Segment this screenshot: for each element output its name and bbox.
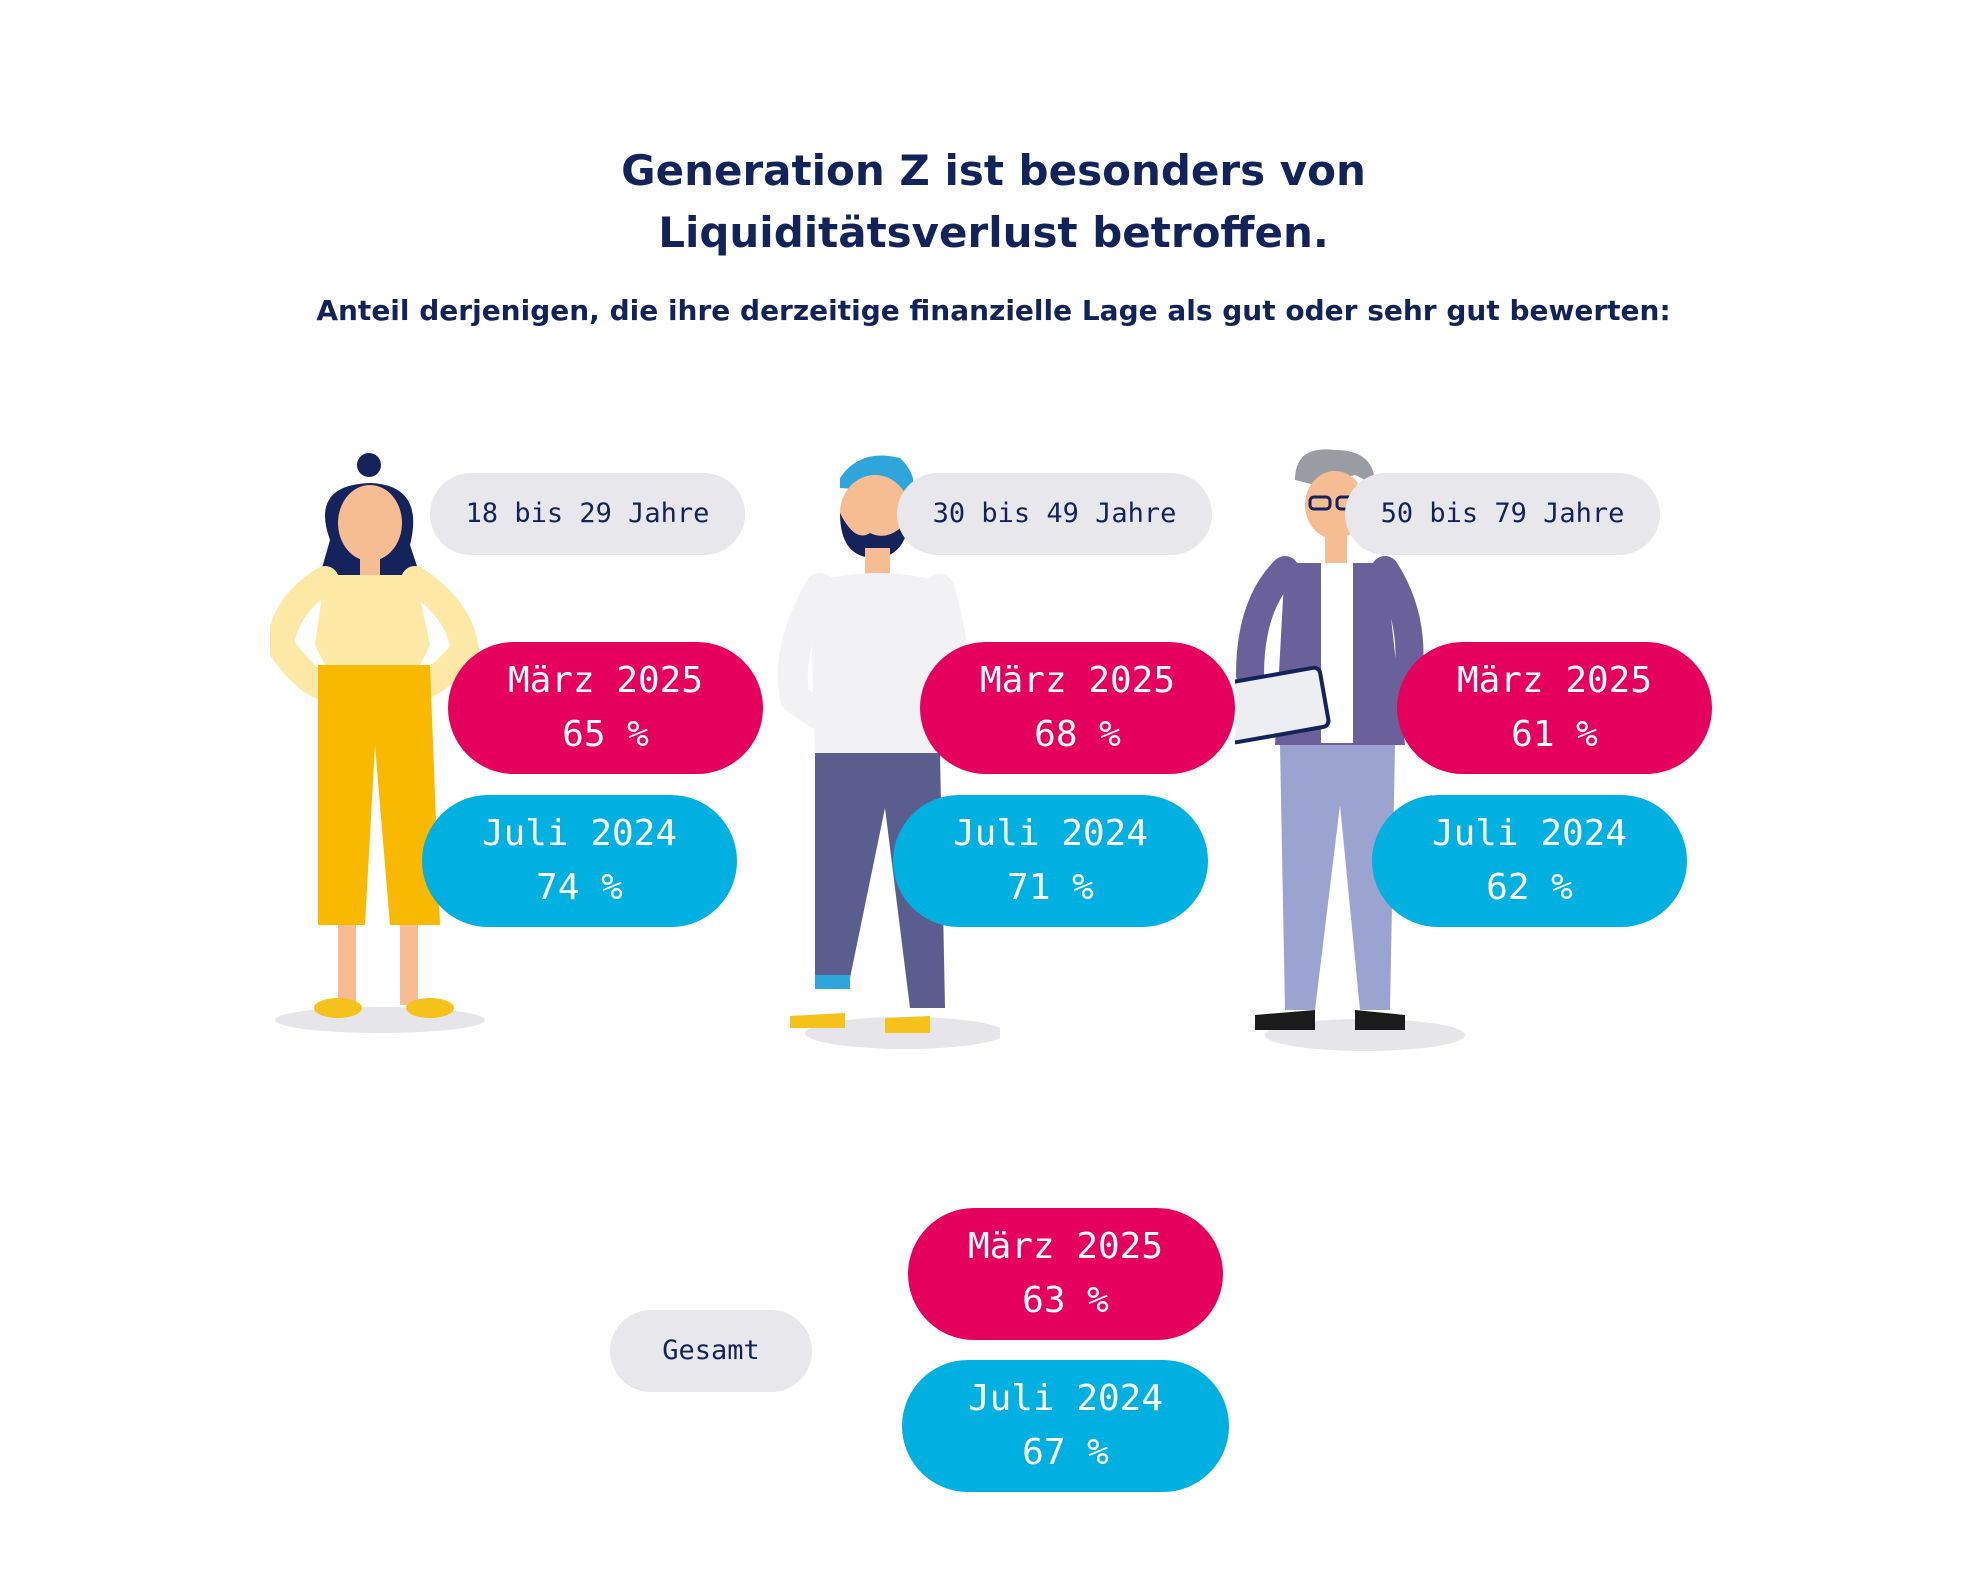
data-label: 65 % [562, 714, 649, 755]
juli-2024-pill-total: Juli 2024 67 % [902, 1360, 1229, 1492]
chart-title-line-1: Generation Z ist besonders von [621, 146, 1366, 195]
chart-subtitle: Anteil derjenigen, die ihre derzeitige f… [316, 294, 1671, 327]
juli-2024-pill-18-29: Juli 2024 74 % [422, 795, 737, 927]
series-label: März 2025 [1456, 660, 1653, 701]
series-label: März 2025 [507, 660, 704, 701]
chart-title: Generation Z ist besonders von Liquiditä… [0, 140, 1987, 264]
young-woman-illustration [270, 453, 485, 1033]
data-label: 62 % [1486, 867, 1573, 908]
juli-2024-pill-30-49: Juli 2024 71 % [893, 795, 1208, 927]
maerz-2025-pill-18-29: März 2025 65 % [448, 642, 763, 774]
series-label: März 2025 [979, 660, 1176, 701]
series-label: März 2025 [967, 1226, 1164, 1267]
data-label: 74 % [536, 867, 623, 908]
maerz-2025-pill-total: März 2025 63 % [908, 1208, 1223, 1340]
older-man-illustration [1235, 449, 1465, 1051]
data-label: 68 % [1034, 714, 1121, 755]
total-label: Gesamt [610, 1310, 812, 1392]
data-label: 67 % [1022, 1432, 1109, 1473]
age-group-label-30-49: 30 bis 49 Jahre [897, 473, 1212, 555]
age-group-label-18-29: 18 bis 29 Jahre [430, 473, 745, 555]
chart-title-line-2: Liquiditätsverlust betroffen. [658, 208, 1329, 257]
maerz-2025-pill-30-49: März 2025 68 % [920, 642, 1235, 774]
data-label: 63 % [1022, 1280, 1109, 1321]
series-label: Juli 2024 [952, 813, 1149, 854]
data-label: 61 % [1511, 714, 1598, 755]
series-label: Juli 2024 [1431, 813, 1628, 854]
data-label: 71 % [1007, 867, 1094, 908]
maerz-2025-pill-50-79: März 2025 61 % [1397, 642, 1712, 774]
series-label: Juli 2024 [481, 813, 678, 854]
series-label: Juli 2024 [967, 1378, 1164, 1419]
age-group-label-50-79: 50 bis 79 Jahre [1345, 473, 1660, 555]
juli-2024-pill-50-79: Juli 2024 62 % [1372, 795, 1687, 927]
